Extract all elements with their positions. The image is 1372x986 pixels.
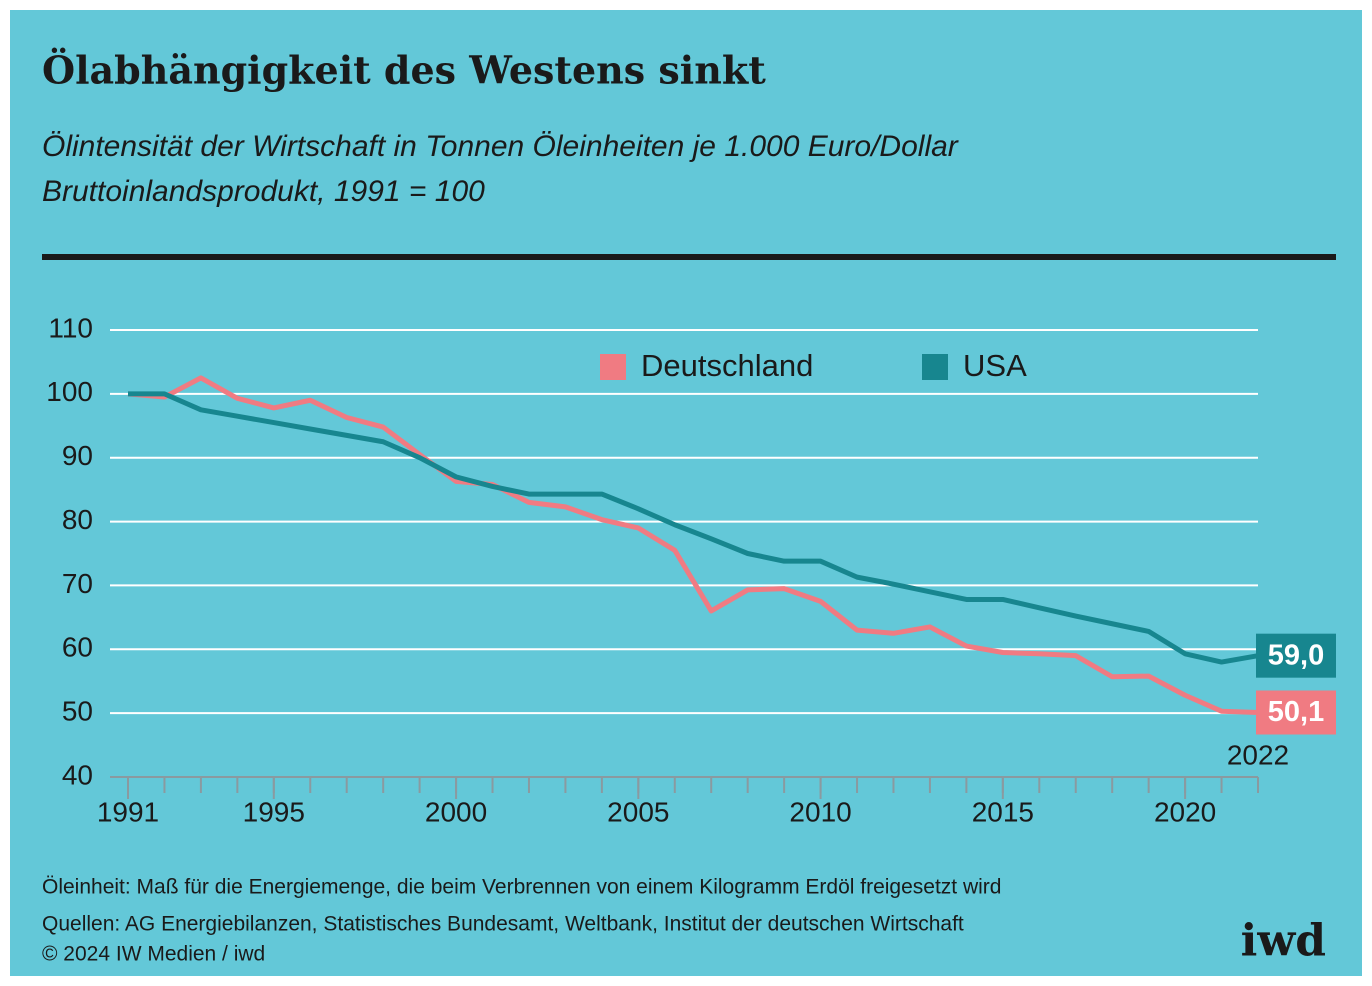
y-tick-label: 80 [62, 504, 93, 535]
divider [42, 254, 1336, 260]
annotation: 2022 [1227, 739, 1289, 770]
y-tick-label: 50 [62, 696, 93, 727]
x-tick-label: 1995 [243, 796, 305, 827]
y-tick-label: 100 [46, 376, 93, 407]
legend-label: Deutschland [641, 348, 813, 383]
subtitle: Ölintensität der Wirtschaft in Tonnen Öl… [42, 130, 959, 163]
x-tick-label: 2010 [789, 796, 851, 827]
subtitle: Bruttoinlandsprodukt, 1991 = 100 [42, 175, 485, 208]
legend-swatch [922, 354, 948, 380]
y-tick-label: 70 [62, 568, 93, 599]
x-tick-label: 2000 [425, 796, 487, 827]
value-label: 59,0 [1268, 639, 1324, 671]
value-label-box [1256, 690, 1336, 735]
legend-label: USA [963, 348, 1027, 383]
x-tick-label: 2015 [972, 796, 1034, 827]
chart-title: Ölabhängigkeit des Westens sinkt [42, 48, 766, 93]
y-tick-label: 40 [62, 759, 93, 790]
x-tick-label: 1991 [97, 796, 159, 827]
logo: iwd [1241, 916, 1326, 967]
data-line [127, 375, 1259, 716]
x-tick-label: 2020 [1154, 796, 1216, 827]
legend-swatch [600, 354, 626, 380]
data-line [128, 391, 1259, 665]
value-label: 50,1 [1268, 696, 1324, 728]
y-tick-label: 110 [48, 312, 93, 343]
background [10, 10, 1362, 976]
note: Öleinheit: Maß für die Energiemenge, die… [42, 876, 1001, 899]
x-tick-label: 2005 [607, 796, 669, 827]
value-label-box [1256, 633, 1336, 678]
source: Quellen: AG Energiebilanzen, Statistisch… [42, 913, 964, 936]
y-tick-label: 90 [62, 440, 93, 471]
copyright: © 2024 IW Medien / iwd [42, 943, 265, 966]
y-tick-label: 60 [62, 632, 93, 663]
